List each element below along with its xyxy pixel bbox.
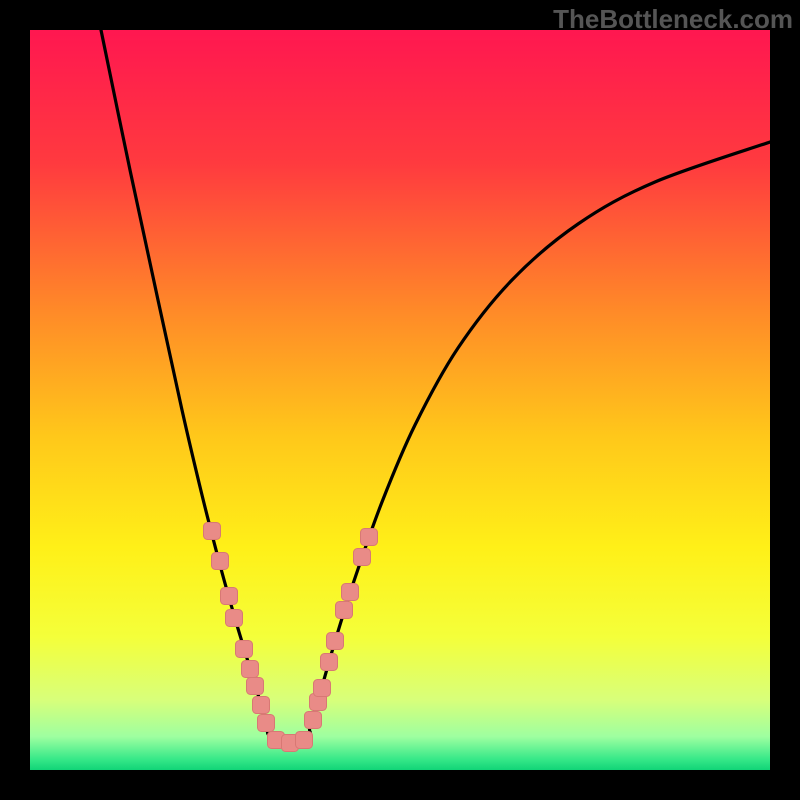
chart-stage: TheBottleneck.com [0,0,800,800]
plot-background [30,30,770,770]
watermark-text: TheBottleneck.com [553,4,793,35]
